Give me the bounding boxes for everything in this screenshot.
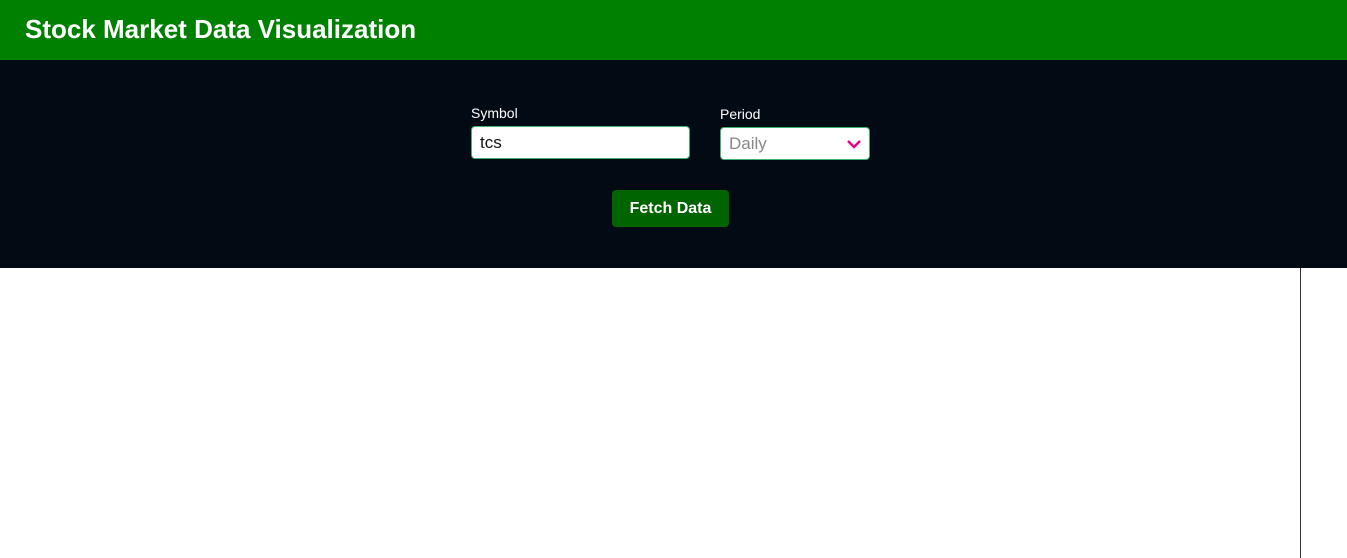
fetch-button[interactable]: Fetch Data [612,190,729,227]
controls: Symbol tcs Period Daily Fetch Data [0,60,1347,268]
symbol-label: Symbol [471,105,518,121]
header: Stock Market Data Visualization [0,0,1347,60]
chart [0,268,1347,558]
chart-background [0,268,1347,558]
chevron-icon [847,140,861,149]
period-value: Daily [729,134,767,153]
period-label: Period [720,106,761,122]
price-scale [1300,268,1347,558]
symbol-input[interactable]: tcs [471,126,690,159]
period-select[interactable]: Daily [720,127,870,160]
page-title: Stock Market Data Visualization [25,14,417,44]
